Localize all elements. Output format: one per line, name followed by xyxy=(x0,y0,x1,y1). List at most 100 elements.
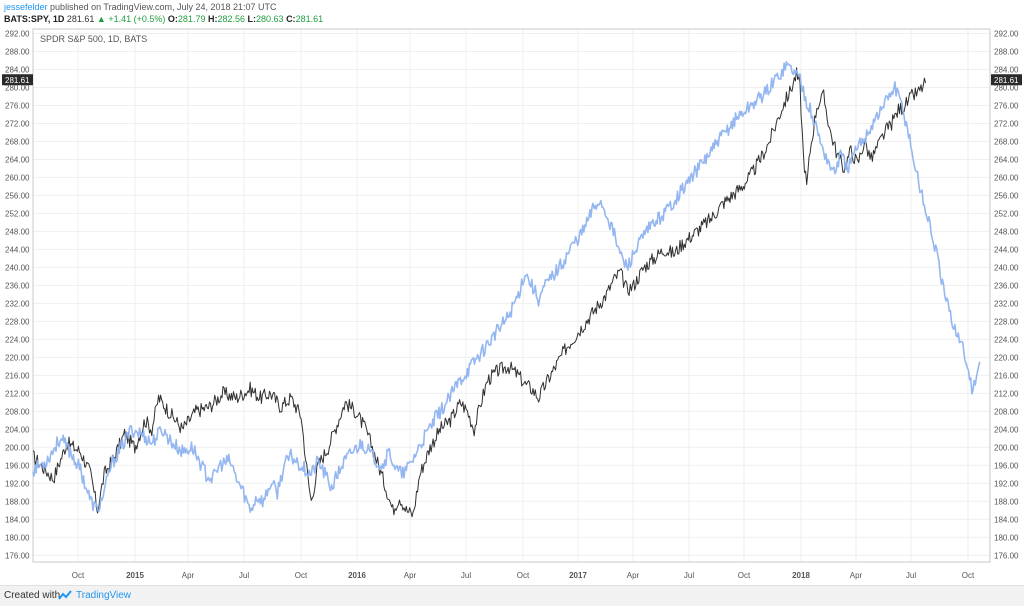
chart-header: jessefelder published on TradingView.com… xyxy=(0,0,1024,27)
y-tick-label: 244.00 xyxy=(994,245,1019,254)
y-tick-label: 236.00 xyxy=(994,281,1019,290)
close-label: C: xyxy=(286,14,296,24)
up-arrow-icon: ▲ xyxy=(96,14,106,24)
footer: Created with TradingView xyxy=(0,585,1024,606)
x-tick-label: Jul xyxy=(906,571,916,580)
y-tick-label: 260.00 xyxy=(5,173,30,182)
y-tick-label: 272.00 xyxy=(5,119,30,128)
price-tags: 281.61 281.61 xyxy=(2,74,1022,86)
y-tick-label: 176.00 xyxy=(994,551,1019,560)
y-tick-label: 260.00 xyxy=(994,173,1019,182)
x-tick-label: Apr xyxy=(182,571,195,580)
ohlc-line: BATS:SPY, 1D 281.61 ▲ +1.41 (+0.5%) O:28… xyxy=(4,14,323,24)
y-tick-label: 248.00 xyxy=(994,227,1019,236)
y-tick-label: 244.00 xyxy=(5,245,30,254)
y-tick-label: 180.00 xyxy=(5,533,30,542)
y-tick-label: 232.00 xyxy=(5,299,30,308)
y-tick-label: 220.00 xyxy=(5,353,30,362)
y-tick-label: 268.00 xyxy=(994,137,1019,146)
y-tick-label: 224.00 xyxy=(994,335,1019,344)
y-tick-label: 236.00 xyxy=(5,281,30,290)
y-tick-label: 240.00 xyxy=(994,263,1019,272)
low-label: L: xyxy=(247,14,257,24)
y-tick-label: 256.00 xyxy=(5,191,30,200)
plot-border xyxy=(32,28,991,563)
y-tick-label: 252.00 xyxy=(994,209,1019,218)
y-tick-label: 220.00 xyxy=(994,353,1019,362)
y-tick-label: 184.00 xyxy=(5,515,30,524)
y-tick-label: 192.00 xyxy=(994,479,1019,488)
chart-grid xyxy=(33,29,990,562)
chart-legend: SPDR S&P 500, 1D, BATS xyxy=(40,34,147,44)
y-tick-label: 204.00 xyxy=(994,425,1019,434)
y-tick-label: 196.00 xyxy=(5,461,30,470)
y-tick-label: 184.00 xyxy=(994,515,1019,524)
y-tick-label: 268.00 xyxy=(5,137,30,146)
open-label: O: xyxy=(167,14,178,24)
y-tick-label: 200.00 xyxy=(5,443,30,452)
y-axis-left: 176.00 180.00 184.00 188.00 192.00 196.00 200.… xyxy=(5,29,30,560)
y-tick-label: 188.00 xyxy=(5,497,30,506)
x-tick-label: Jul xyxy=(461,571,471,580)
open-value: 281.79 xyxy=(177,14,206,24)
y-tick-label: 276.00 xyxy=(994,101,1019,110)
y-tick-label: 180.00 xyxy=(994,533,1019,542)
y-tick-label: 204.00 xyxy=(5,425,30,434)
y-tick-label: 196.00 xyxy=(994,461,1019,470)
y-tick-label: 248.00 xyxy=(5,227,30,236)
x-tick-label: 2015 xyxy=(126,571,144,580)
tradingview-brand[interactable]: TradingView xyxy=(76,590,132,601)
x-tick-label: Apr xyxy=(627,571,640,580)
y-tick-label: 264.00 xyxy=(5,155,30,164)
price-chart[interactable]: SPDR S&P 500, 1D, BATS 176.00 180.00 184.0… xyxy=(0,27,1024,585)
high-value: 282.56 xyxy=(217,14,245,24)
y-tick-label: 228.00 xyxy=(5,317,30,326)
y-tick-label: 212.00 xyxy=(994,389,1019,398)
y-tick-label: 232.00 xyxy=(994,299,1019,308)
x-tick-label: Oct xyxy=(517,571,530,580)
x-tick-label: Oct xyxy=(738,571,751,580)
y-tick-label: 224.00 xyxy=(5,335,30,344)
y-tick-label: 288.00 xyxy=(5,47,30,56)
y-tick-label: 208.00 xyxy=(5,407,30,416)
y-tick-label: 284.00 xyxy=(994,65,1019,74)
y-tick-label: 288.00 xyxy=(994,47,1019,56)
x-tick-label: Oct xyxy=(72,571,85,580)
y-tick-label: 280.00 xyxy=(5,83,30,92)
price-tag-right: 281.61 xyxy=(994,76,1019,85)
x-tick-label: Apr xyxy=(850,571,863,580)
y-tick-label: 228.00 xyxy=(994,317,1019,326)
author-link[interactable]: jessefelder xyxy=(4,2,48,12)
y-tick-label: 264.00 xyxy=(994,155,1019,164)
y-tick-label: 200.00 xyxy=(994,443,1019,452)
price-tag-left: 281.61 xyxy=(5,76,30,85)
y-tick-label: 280.00 xyxy=(994,83,1019,92)
y-axis-right: 176.00 180.00 184.00 188.00 192.00 196.00 200.… xyxy=(994,29,1019,560)
x-tick-label: Jul xyxy=(684,571,694,580)
publish-info: jessefelder published on TradingView.com… xyxy=(4,2,277,12)
x-tick-label: Oct xyxy=(962,571,975,580)
y-tick-label: 208.00 xyxy=(994,407,1019,416)
x-tick-label: 2017 xyxy=(569,571,587,580)
y-tick-label: 212.00 xyxy=(5,389,30,398)
price-series-line xyxy=(32,67,926,518)
y-tick-label: 240.00 xyxy=(5,263,30,272)
x-tick-label: 2018 xyxy=(792,571,810,580)
price-change: +1.41 (+0.5%) xyxy=(108,14,166,24)
y-tick-label: 216.00 xyxy=(5,371,30,380)
created-with-text: Created with xyxy=(4,590,61,601)
price-tag-left-bg xyxy=(2,74,33,86)
y-tick-label: 252.00 xyxy=(5,209,30,218)
y-tick-label: 256.00 xyxy=(994,191,1019,200)
low-value: 280.63 xyxy=(256,14,284,24)
y-tick-label: 292.00 xyxy=(5,29,30,38)
y-tick-label: 272.00 xyxy=(994,119,1019,128)
y-tick-label: 292.00 xyxy=(994,29,1019,38)
published-text: published on TradingView.com, July 24, 2… xyxy=(50,2,277,12)
high-label: H: xyxy=(207,14,218,24)
last-price: 281.61 xyxy=(66,14,95,24)
x-tick-label: Oct xyxy=(295,571,308,580)
y-tick-label: 284.00 xyxy=(5,65,30,74)
chart-area[interactable]: SPDR S&P 500, 1D, BATS 176.00 180.00 184.0… xyxy=(0,27,1024,585)
y-tick-label: 216.00 xyxy=(994,371,1019,380)
